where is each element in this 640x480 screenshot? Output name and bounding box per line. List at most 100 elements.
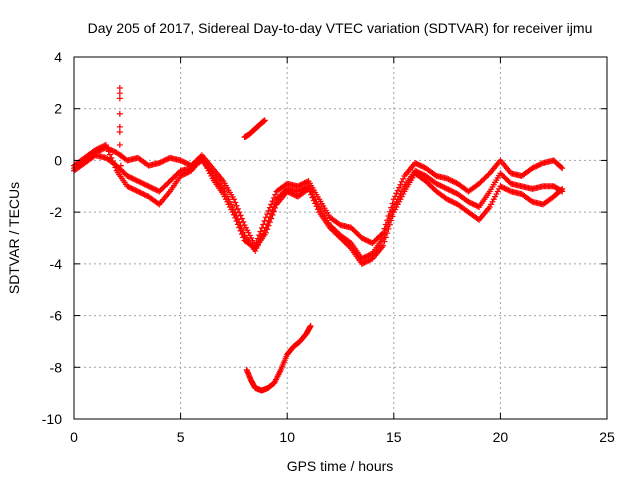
data-point	[389, 213, 396, 220]
data-point	[298, 181, 305, 188]
data-point	[416, 161, 423, 168]
data-point	[294, 188, 301, 195]
data-point	[142, 192, 149, 199]
data-point	[144, 182, 151, 189]
data-point	[236, 209, 243, 216]
data-point	[396, 184, 403, 191]
data-point	[450, 199, 457, 206]
data-point	[448, 187, 455, 194]
data-point	[432, 171, 439, 178]
data-point	[360, 235, 367, 242]
data-point	[364, 237, 371, 244]
data-point	[536, 161, 543, 168]
data-point	[538, 160, 545, 167]
data-point	[445, 196, 452, 203]
data-point	[264, 211, 271, 218]
data-point	[361, 254, 368, 261]
data-point	[184, 169, 191, 176]
data-point	[444, 175, 451, 182]
data-point	[309, 194, 316, 201]
data-point	[364, 258, 371, 265]
data-point	[388, 217, 395, 224]
data-point	[559, 165, 566, 172]
data-point	[420, 163, 427, 170]
data-point	[501, 185, 508, 192]
data-point	[129, 175, 136, 182]
data-point	[449, 198, 456, 205]
data-point	[358, 260, 365, 267]
data-point	[148, 184, 155, 191]
data-point	[414, 161, 421, 168]
data-point	[160, 158, 167, 165]
data-point	[305, 185, 312, 192]
data-point	[234, 221, 241, 228]
data-point	[130, 176, 137, 183]
data-point	[141, 181, 148, 188]
data-point	[93, 146, 100, 153]
data-point	[116, 110, 123, 117]
data-point	[386, 221, 393, 228]
data-point	[233, 202, 240, 209]
data-point	[92, 147, 99, 154]
data-point	[534, 162, 541, 169]
data-point	[138, 190, 145, 197]
y-tick-label: -10	[42, 411, 62, 427]
data-point	[161, 157, 168, 164]
data-point	[105, 148, 112, 155]
data-point	[138, 180, 145, 187]
data-point	[285, 189, 292, 196]
data-point	[265, 222, 272, 229]
data-point	[180, 171, 187, 178]
data-point	[116, 95, 123, 102]
data-point	[434, 181, 441, 188]
data-point	[134, 188, 141, 195]
data-point	[381, 238, 388, 245]
data-point	[108, 154, 115, 161]
data-point	[436, 181, 443, 188]
grid-layer	[74, 57, 607, 419]
data-point	[368, 239, 375, 246]
data-point	[290, 191, 297, 198]
data-point	[473, 202, 480, 209]
data-point	[237, 212, 244, 219]
data-point	[474, 215, 481, 222]
data-point	[449, 178, 456, 185]
data-point	[164, 156, 171, 163]
data-point	[506, 187, 513, 194]
data-point	[360, 255, 367, 262]
data-point	[362, 258, 369, 265]
data-point	[380, 242, 387, 249]
data-point	[177, 172, 184, 179]
data-point	[449, 188, 456, 195]
data-point	[117, 152, 124, 159]
data-point	[126, 184, 133, 191]
data-point	[98, 143, 105, 150]
data-point	[132, 176, 139, 183]
data-point	[397, 181, 404, 188]
data-point	[504, 186, 511, 193]
data-point	[238, 231, 245, 238]
data-point	[442, 185, 449, 192]
data-point	[312, 200, 319, 207]
data-point	[528, 197, 535, 204]
data-point	[130, 186, 137, 193]
y-tick-label: -4	[50, 256, 63, 272]
data-point	[446, 197, 453, 204]
x-tick-label: 5	[177, 429, 185, 445]
data-point	[136, 189, 143, 196]
data-point	[433, 180, 440, 187]
chart-title: Day 205 of 2017, Sidereal Day-to-day VTE…	[88, 20, 593, 36]
data-point	[502, 185, 509, 192]
data-point	[314, 206, 321, 213]
data-point	[365, 252, 372, 259]
data-point	[558, 164, 565, 171]
data-point	[346, 244, 353, 251]
data-point	[497, 183, 504, 190]
data-point	[300, 180, 307, 187]
data-point	[100, 143, 107, 150]
data-point	[112, 164, 119, 171]
data-point	[240, 218, 247, 225]
data-point	[152, 186, 159, 193]
data-point	[465, 198, 472, 205]
